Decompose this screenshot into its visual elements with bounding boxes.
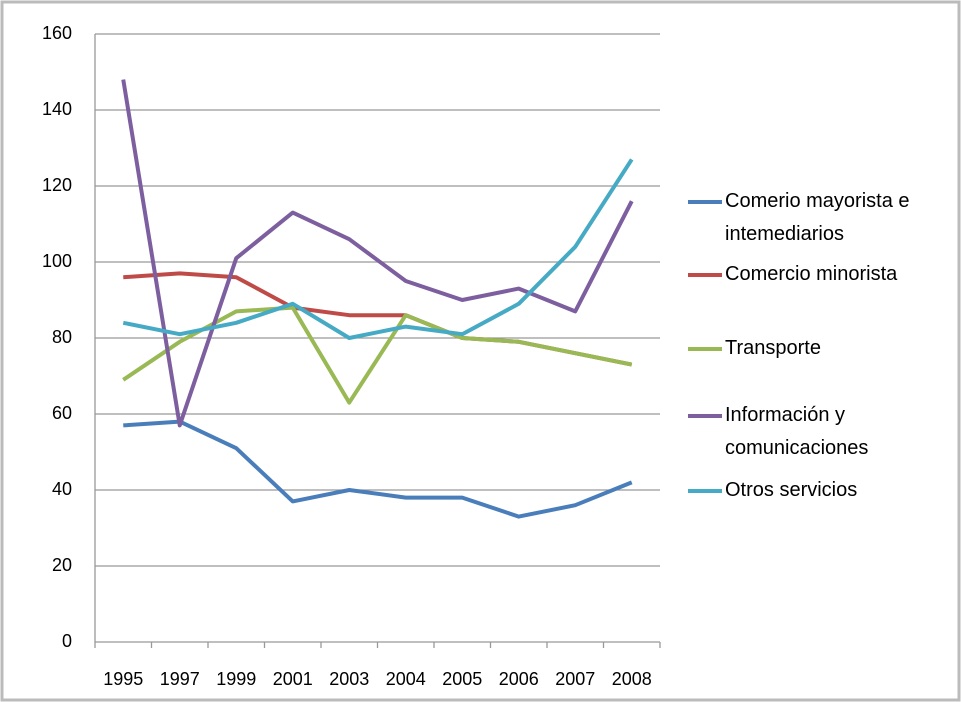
x-tick-label: 2004 (386, 669, 426, 689)
legend-label: Comercio minorista (725, 263, 898, 285)
legend-swatch (688, 347, 722, 351)
y-tick-label: 140 (42, 99, 72, 119)
legend-swatch (688, 273, 722, 277)
x-tick-label: 2008 (612, 669, 652, 689)
series-line (121, 79, 634, 428)
legend-label: Otros servicios (725, 479, 858, 501)
y-tick-label: 160 (42, 23, 72, 43)
y-tick-label: 60 (52, 403, 72, 423)
x-tick-label: 2003 (329, 669, 369, 689)
legend-label: Transporte (725, 337, 821, 359)
x-tick-label: 2001 (273, 669, 313, 689)
series-line (122, 305, 633, 405)
legend-label: Información y comunicaciones (725, 404, 869, 459)
x-tick-label: 2006 (499, 669, 539, 689)
x-tick-label: 2007 (555, 669, 595, 689)
y-tick-label: 0 (62, 631, 72, 651)
legend-swatch (688, 489, 722, 493)
y-tick-label: 100 (42, 251, 72, 271)
y-tick-label: 120 (42, 175, 72, 195)
x-tick-label: 2005 (442, 669, 482, 689)
series-line (122, 158, 634, 340)
series-line (123, 419, 633, 519)
y-tick-label: 40 (52, 479, 72, 499)
legend-label: Comerio mayorista e intemediarios (725, 190, 910, 245)
legend-swatch (688, 414, 722, 418)
x-tick-label: 1995 (103, 669, 143, 689)
y-tick-label: 20 (52, 555, 72, 575)
x-tick-label: 1997 (160, 669, 200, 689)
y-tick-label: 80 (52, 327, 72, 347)
x-tick-label: 1999 (216, 669, 256, 689)
legend-swatch (688, 200, 722, 204)
